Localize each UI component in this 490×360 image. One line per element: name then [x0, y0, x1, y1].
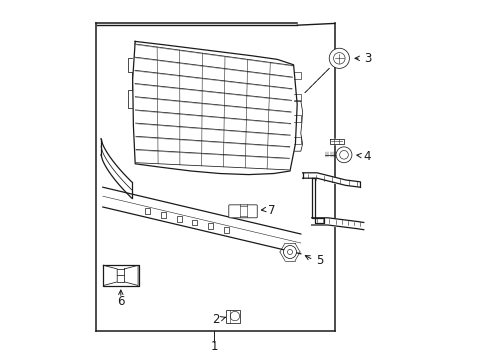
Bar [176, 216, 182, 221]
Text: 7: 7 [269, 204, 276, 217]
Polygon shape [330, 139, 344, 144]
Text: 2: 2 [212, 313, 220, 326]
Bar [224, 227, 229, 233]
Text: 5: 5 [316, 255, 324, 267]
Polygon shape [133, 41, 297, 175]
Bar [225, 310, 240, 323]
Bar [208, 223, 213, 229]
Circle shape [340, 150, 348, 159]
Bar [161, 212, 166, 218]
Polygon shape [124, 265, 138, 285]
Text: 1: 1 [211, 340, 218, 353]
Text: 3: 3 [364, 52, 371, 65]
Circle shape [284, 246, 296, 258]
Text: 4: 4 [364, 150, 371, 163]
FancyBboxPatch shape [229, 205, 257, 218]
Bar [193, 220, 197, 225]
Circle shape [334, 53, 345, 64]
Circle shape [230, 311, 240, 321]
Polygon shape [103, 265, 117, 285]
Text: 6: 6 [117, 295, 124, 308]
Circle shape [329, 48, 349, 68]
Circle shape [288, 249, 293, 255]
Bar [145, 208, 150, 214]
Polygon shape [312, 178, 324, 223]
Circle shape [336, 147, 352, 163]
